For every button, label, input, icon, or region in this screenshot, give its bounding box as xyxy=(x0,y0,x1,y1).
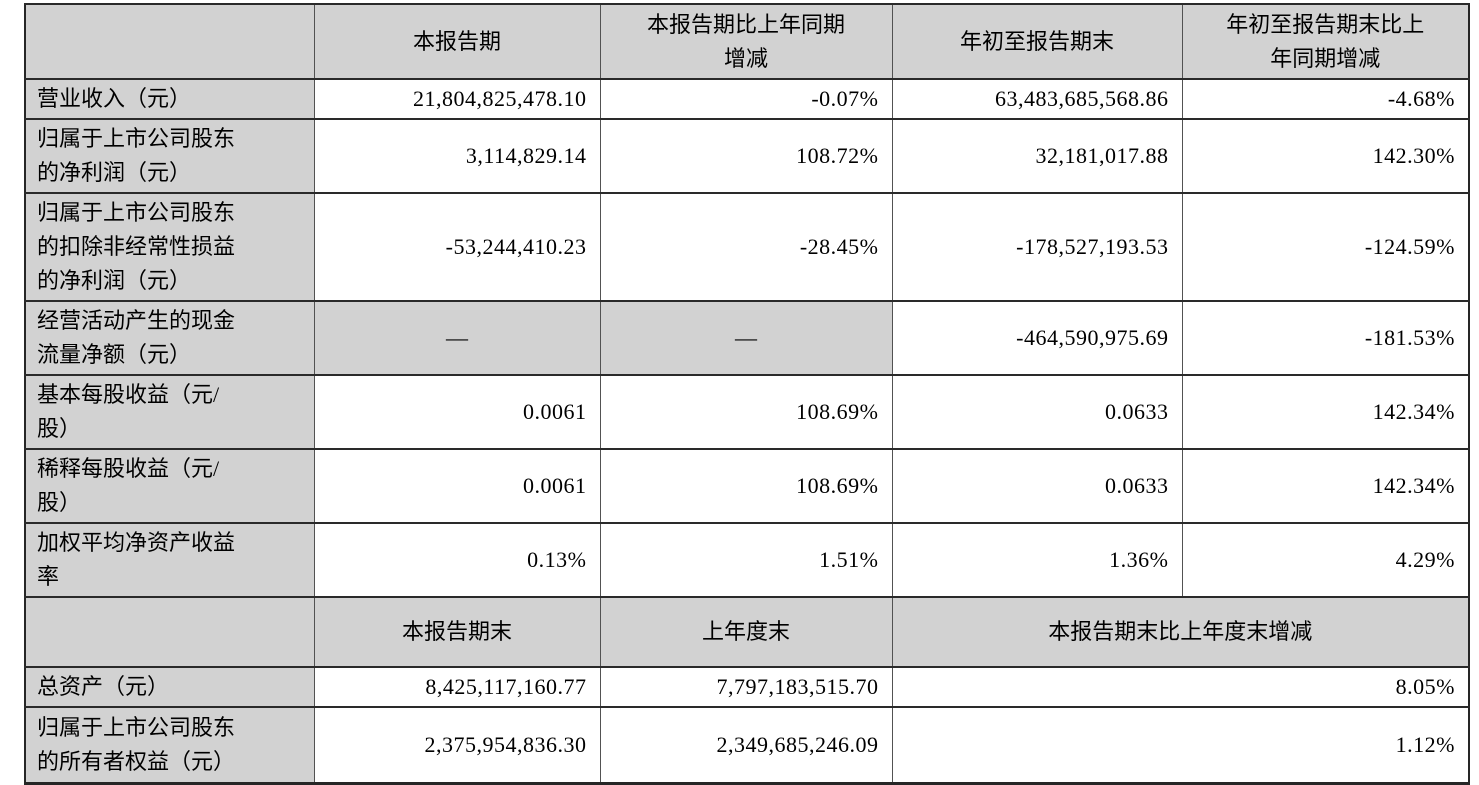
header-text: 本报告期末比上年度末增减 xyxy=(1048,619,1313,644)
value-cell: 1.36% xyxy=(891,522,1183,598)
financial-summary-table: 本报告期 本报告期比上年同期增减 年初至报告期末 年初至报告期末比上年同期增减 … xyxy=(24,3,1470,785)
value-cell: 108.72% xyxy=(599,118,893,194)
value-cell: 108.69% xyxy=(599,374,893,450)
value-cell: -178,527,193.53 xyxy=(891,192,1183,302)
table-row-total-assets: 总资产（元） 8,425,117,160.77 7,797,183,515.70… xyxy=(24,666,1470,708)
value-cell: -124.59% xyxy=(1181,192,1470,302)
value-cell: 142.34% xyxy=(1181,448,1470,524)
value-cell-merged: 8.05% xyxy=(891,666,1470,708)
row-label: 营业收入（元） xyxy=(37,86,192,111)
row-label-cell: 经营活动产生的现金流量净额（元） xyxy=(24,300,315,376)
row-label-cell: 归属于上市公司股东的扣除非经常性损益的净利润（元） xyxy=(24,192,315,302)
row-label: 经营活动产生的现金流量净额（元） xyxy=(37,308,236,367)
row-label-cell: 加权平均净资产收益率 xyxy=(24,522,315,598)
table-row-operating-cash-flow: 经营活动产生的现金流量净额（元） — — -464,590,975.69 -18… xyxy=(24,300,1470,376)
header-text: 本报告期末 xyxy=(401,619,512,644)
header-text: 本报告期 xyxy=(412,28,501,54)
row-label: 基本每股收益（元/股） xyxy=(37,382,220,441)
value-cell: 7,797,183,515.70 xyxy=(599,666,893,708)
header-cell-blank xyxy=(24,596,315,668)
value-cell: -28.45% xyxy=(599,192,893,302)
header-cell-end-of-period: 本报告期末 xyxy=(313,596,601,668)
value-cell: -181.53% xyxy=(1181,300,1470,376)
value-cell: 2,375,954,836.30 xyxy=(313,706,601,784)
value-cell: 0.0633 xyxy=(891,374,1183,450)
value-cell: -4.68% xyxy=(1181,78,1470,120)
header-cell-current-period: 本报告期 xyxy=(313,3,601,80)
value-cell: -0.07% xyxy=(599,78,893,120)
row-label-cell: 基本每股收益（元/股） xyxy=(24,374,315,450)
header-cell-blank xyxy=(24,3,315,80)
value-cell-empty-dash: — xyxy=(599,300,893,376)
value-cell: 0.0061 xyxy=(313,374,601,450)
value-cell: 0.0061 xyxy=(313,448,601,524)
header-cell-current-period-yoy-change: 本报告期比上年同期增减 xyxy=(599,3,893,80)
value-cell: 32,181,017.88 xyxy=(891,118,1183,194)
row-label: 稀释每股收益（元/股） xyxy=(37,456,220,515)
row-label-cell: 稀释每股收益（元/股） xyxy=(24,448,315,524)
row-label-cell: 归属于上市公司股东的所有者权益（元） xyxy=(24,706,315,784)
value-cell: 0.0633 xyxy=(891,448,1183,524)
value-cell: 63,483,685,568.86 xyxy=(891,78,1183,120)
value-cell: 0.13% xyxy=(313,522,601,598)
header-row-top: 本报告期 本报告期比上年同期增减 年初至报告期末 年初至报告期末比上年同期增减 xyxy=(24,3,1470,80)
value-cell: -464,590,975.69 xyxy=(891,300,1183,376)
table-row-net-profit-excl-nonrecurring: 归属于上市公司股东的扣除非经常性损益的净利润（元） -53,244,410.23… xyxy=(24,192,1470,302)
value-cell: 4.29% xyxy=(1181,522,1470,598)
row-label: 加权平均净资产收益率 xyxy=(37,530,236,589)
row-label: 归属于上市公司股东的所有者权益（元） xyxy=(37,714,236,774)
header-text: 年初至报告期末 xyxy=(959,28,1114,54)
value-cell-merged: 1.12% xyxy=(891,706,1470,784)
row-label-cell: 营业收入（元） xyxy=(24,78,315,120)
table-row-diluted-eps: 稀释每股收益（元/股） 0.0061 108.69% 0.0633 142.34… xyxy=(24,448,1470,524)
header-text: 上年度末 xyxy=(701,619,790,644)
row-label-cell: 归属于上市公司股东的净利润（元） xyxy=(24,118,315,194)
row-label: 归属于上市公司股东的扣除非经常性损益的净利润（元） xyxy=(37,200,236,293)
value-cell: 142.34% xyxy=(1181,374,1470,450)
value-cell: 3,114,829.14 xyxy=(313,118,601,194)
value-cell: 8,425,117,160.77 xyxy=(313,666,601,708)
header-text: 年初至报告期末比上年同期增减 xyxy=(1226,11,1425,71)
row-label-cell: 总资产（元） xyxy=(24,666,315,708)
header-cell-period-end-vs-prior-year-change: 本报告期末比上年度末增减 xyxy=(891,596,1470,668)
value-cell: 142.30% xyxy=(1181,118,1470,194)
table-row-operating-revenue: 营业收入（元） 21,804,825,478.10 -0.07% 63,483,… xyxy=(24,78,1470,120)
table-row-basic-eps: 基本每股收益（元/股） 0.0061 108.69% 0.0633 142.34… xyxy=(24,374,1470,450)
row-label: 总资产（元） xyxy=(37,674,170,699)
header-cell-year-to-date: 年初至报告期末 xyxy=(891,3,1183,80)
table-row-owners-equity: 归属于上市公司股东的所有者权益（元） 2,375,954,836.30 2,34… xyxy=(24,706,1470,784)
value-cell: 108.69% xyxy=(599,448,893,524)
value-cell-empty-dash: — xyxy=(313,300,601,376)
value-cell: 1.51% xyxy=(599,522,893,598)
row-label: 归属于上市公司股东的净利润（元） xyxy=(37,126,236,185)
header-cell-year-to-date-yoy-change: 年初至报告期末比上年同期增减 xyxy=(1181,3,1470,80)
table-row-net-profit: 归属于上市公司股东的净利润（元） 3,114,829.14 108.72% 32… xyxy=(24,118,1470,194)
value-cell: 2,349,685,246.09 xyxy=(599,706,893,784)
value-cell: 21,804,825,478.10 xyxy=(313,78,601,120)
header-cell-end-of-prior-year: 上年度末 xyxy=(599,596,893,668)
value-cell: -53,244,410.23 xyxy=(313,192,601,302)
table-row-weighted-avg-roe: 加权平均净资产收益率 0.13% 1.51% 1.36% 4.29% xyxy=(24,522,1470,598)
header-text: 本报告期比上年同期增减 xyxy=(646,11,845,71)
header-row-bottom: 本报告期末 上年度末 本报告期末比上年度末增减 xyxy=(24,596,1470,668)
